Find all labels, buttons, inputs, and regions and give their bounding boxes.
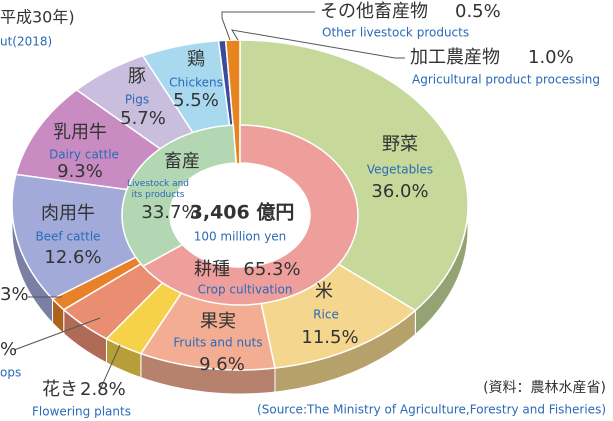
chart-subtitle: ut(2018) xyxy=(0,35,52,49)
slice-label-en: Agricultural product processing xyxy=(412,73,600,87)
slice-label: 果実 xyxy=(200,311,236,332)
chart-title: 平成30年) xyxy=(0,8,75,27)
slice-label-en: Dairy cattle xyxy=(49,148,119,162)
value-label: 3% xyxy=(0,284,29,305)
slice-label: 花き xyxy=(42,379,78,400)
value-label: 9.6% xyxy=(199,354,245,375)
leader-line xyxy=(231,29,405,59)
inner-value: 65.3% xyxy=(243,259,300,280)
inner-label: 耕種 xyxy=(194,259,230,280)
slice-label-en: ops xyxy=(0,366,21,380)
value-label: 2.8% xyxy=(80,379,126,400)
slice-label-en: Fruits and nuts xyxy=(173,336,262,350)
slice xyxy=(239,39,469,312)
value-label: 0.5% xyxy=(455,1,501,22)
center-title: 3,406 億円 xyxy=(190,201,295,224)
slice-label-en: Pigs xyxy=(125,93,149,107)
center-subtitle: 100 million yen xyxy=(194,230,287,244)
source-ja: (資料：農林水産省) xyxy=(483,380,606,396)
inner-value: 33.7% xyxy=(141,202,198,223)
value-label: 5.5% xyxy=(173,90,219,111)
slice-label: 乳用牛 xyxy=(53,122,107,143)
inner-label-en: Crop cultivation xyxy=(198,283,293,297)
slice-label: 米 xyxy=(315,281,333,302)
slice-label-en: Flowering plants xyxy=(32,405,131,419)
value-label: 12.6% xyxy=(44,247,101,268)
slice-label-en: Other livestock products xyxy=(322,26,469,40)
slice-label-en: Vegetables xyxy=(367,163,433,177)
leader-line xyxy=(99,344,121,391)
source-en: (Source:The Ministry of Agriculture,Fore… xyxy=(257,403,606,417)
value-label: % xyxy=(0,339,17,360)
value-label: 36.0% xyxy=(371,181,428,202)
slice-label-en: Rice xyxy=(313,308,339,322)
slice-label: その他畜産物 xyxy=(320,1,428,22)
labels: 3,406 億円 100 million yen 野菜 Vegetables 36.0%… xyxy=(0,1,600,419)
inner-label: 畜産 xyxy=(164,151,200,172)
slice-label: 肉用牛 xyxy=(41,203,95,224)
value-label: 9.3% xyxy=(57,161,103,182)
inner-label-en: Livestock and its products xyxy=(127,179,189,200)
slice-label: 豚 xyxy=(128,66,146,87)
leader-line xyxy=(13,317,101,351)
slice-label: 野菜 xyxy=(382,134,418,155)
value-label: 11.5% xyxy=(301,327,358,348)
slice-label-en: Beef cattle xyxy=(35,230,100,244)
value-label: 5.7% xyxy=(120,108,166,129)
pie xyxy=(11,39,469,395)
slice-label: 鶏 xyxy=(187,49,205,70)
slice-label: 加工農産物 xyxy=(410,47,500,68)
value-label: 1.0% xyxy=(528,47,574,68)
slice-label-en: Chickens xyxy=(169,76,223,90)
donut-hole xyxy=(170,163,310,267)
leader-line xyxy=(221,11,315,41)
